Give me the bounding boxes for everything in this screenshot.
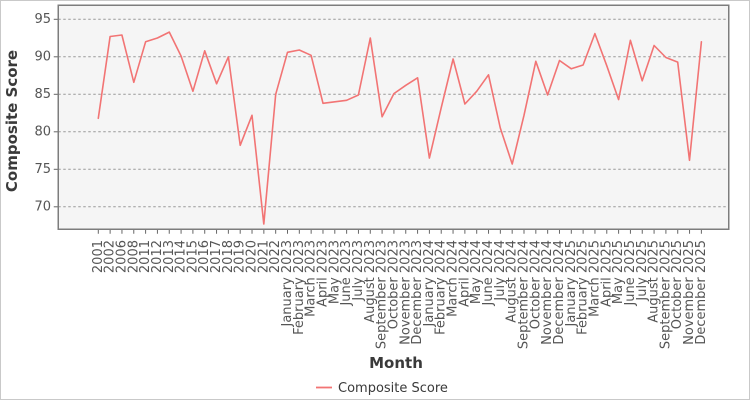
x-tick-label: January 2023 xyxy=(280,240,295,328)
x-tick-label: 2008 xyxy=(126,240,141,273)
legend-label: Composite Score xyxy=(338,381,448,396)
x-tick-label: February 2025 xyxy=(576,240,591,335)
x-tick-label: 2018 xyxy=(221,240,236,273)
y-axis-title: Composite Score xyxy=(3,50,21,192)
x-tick-label: October 2023 xyxy=(386,240,401,329)
y-tick-label: 95 xyxy=(34,12,51,27)
x-tick-label: November 2023 xyxy=(398,240,413,345)
x-tick-label: December 2024 xyxy=(552,240,567,345)
x-tick-label: September 2024 xyxy=(517,240,532,349)
x-tick-label: 2011 xyxy=(138,240,153,273)
y-tick-label: 85 xyxy=(34,87,51,102)
x-tick-label: May 2024 xyxy=(469,240,484,304)
x-tick-label: October 2025 xyxy=(670,240,685,329)
x-tick-label: March 2024 xyxy=(446,240,461,317)
x-tick-label: June 2023 xyxy=(339,240,354,307)
x-tick-label: August 2024 xyxy=(505,240,520,323)
x-tick-label: 2016 xyxy=(197,240,212,273)
x-tick-label: February 2024 xyxy=(434,240,449,335)
y-tick-label: 75 xyxy=(34,162,51,177)
composite-score-line xyxy=(97,31,703,225)
x-tick-label: 2017 xyxy=(209,240,224,273)
x-tick-label: October 2024 xyxy=(528,240,543,329)
x-tick-label: 2012 xyxy=(150,240,165,273)
x-tick-label: June 2025 xyxy=(623,240,638,307)
x-tick-label: March 2025 xyxy=(587,240,602,317)
x-tick-label: July 2023 xyxy=(351,240,366,302)
x-tick-label: March 2023 xyxy=(304,240,319,317)
x-tick-label: 2013 xyxy=(162,240,177,273)
x-tick-label: 2021 xyxy=(256,240,271,273)
x-tick-label: April 2023 xyxy=(315,240,330,307)
x-tick-label: July 2025 xyxy=(635,240,650,302)
x-tick-label: 2002 xyxy=(103,240,118,273)
x-tick-label: May 2025 xyxy=(611,240,626,304)
x-tick-label: February 2023 xyxy=(292,240,307,335)
x-tick-label: April 2025 xyxy=(599,240,614,307)
x-axis-title: Month xyxy=(369,354,423,372)
x-tick-label: 2015 xyxy=(185,240,200,273)
x-tick-label: November 2025 xyxy=(682,240,697,345)
x-tick-label: April 2024 xyxy=(457,240,472,307)
x-tick-label: August 2023 xyxy=(363,240,378,323)
x-tick-label: January 2024 xyxy=(422,240,437,328)
x-tick-label: December 2025 xyxy=(694,240,709,345)
x-tick-label: 2019 xyxy=(233,240,248,273)
x-tick-label: September 2023 xyxy=(375,240,390,349)
plot-frame xyxy=(57,4,730,230)
plot-layer: 70 75 80 85 90 95 2001200220062008201120122013… xyxy=(34,4,730,349)
y-tick-label: 90 xyxy=(34,49,51,64)
x-tick-label: 2006 xyxy=(114,240,129,273)
x-tick-label: July 2024 xyxy=(493,240,508,302)
legend: Composite Score xyxy=(316,381,448,396)
plot-area xyxy=(58,5,729,230)
x-tick-label: June 2024 xyxy=(481,240,496,307)
x-tick-label: 2001 xyxy=(91,240,106,273)
x-tick-label: November 2024 xyxy=(540,240,555,345)
y-tick-label: 80 xyxy=(34,124,51,139)
x-tick-label: September 2025 xyxy=(658,240,673,349)
x-tick-label: 2014 xyxy=(174,240,189,273)
x-tick-label: January 2025 xyxy=(564,240,579,328)
x-tick-label: 2020 xyxy=(245,240,260,273)
x-tick-label: December 2023 xyxy=(410,240,425,345)
y-tick-label: 70 xyxy=(34,199,51,214)
x-tick-label: August 2025 xyxy=(647,240,662,323)
x-tick-label: 2022 xyxy=(268,240,283,273)
x-tick-label: May 2023 xyxy=(327,240,342,304)
